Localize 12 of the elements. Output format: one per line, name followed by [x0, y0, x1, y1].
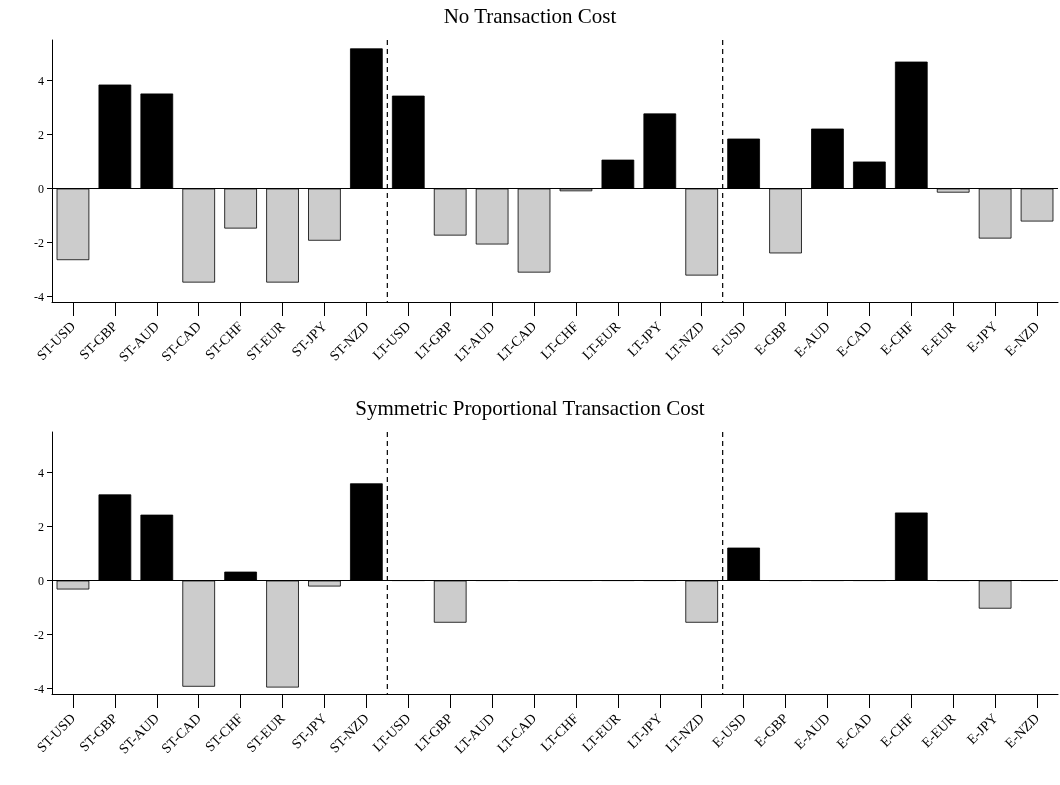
y-tick-label: -2: [34, 235, 44, 250]
y-tick-label: 0: [38, 573, 44, 588]
y-tick-label: 2: [38, 519, 44, 534]
y-tick-label: 2: [38, 127, 44, 142]
y-tick-label: 0: [38, 181, 44, 196]
chart-title: No Transaction Cost: [443, 3, 617, 28]
y-tick-label: -4: [34, 289, 44, 304]
y-tick-label: 4: [38, 73, 44, 88]
y-tick-label: 4: [38, 465, 44, 480]
y-tick-label: -4: [34, 681, 44, 696]
chart-title: Symmetric Proportional Transaction Cost: [355, 395, 705, 420]
y-tick-label: -2: [34, 627, 44, 642]
